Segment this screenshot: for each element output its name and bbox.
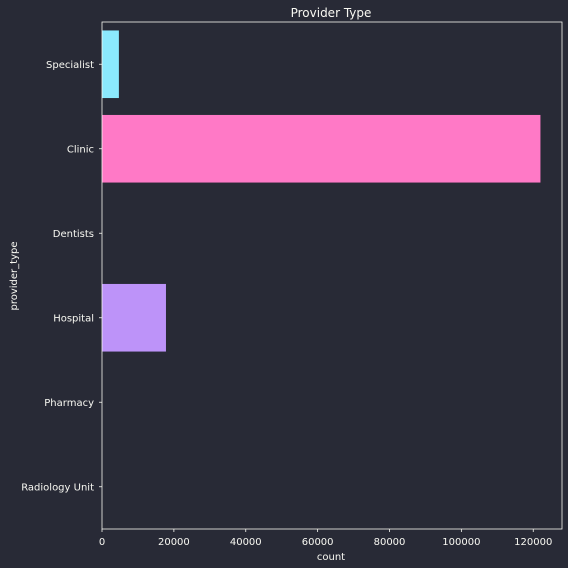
y-tick-label: Dentists <box>53 229 94 240</box>
bar-clinic <box>102 114 541 183</box>
x-axis-ticks: 0 20000 40000 60000 80000 100000 120000 <box>99 529 552 548</box>
x-tick-label: 0 <box>99 537 105 548</box>
y-tick-label: Hospital <box>53 313 94 324</box>
bar-specialist <box>102 30 119 99</box>
bar-hospital <box>102 283 166 352</box>
plot-frame <box>101 21 563 530</box>
y-tick-label: Radiology Unit <box>21 482 94 493</box>
x-tick-label: 20000 <box>158 537 190 548</box>
chart-title: Provider Type <box>291 6 372 20</box>
x-tick-label: 40000 <box>230 537 262 548</box>
y-tick-label: Clinic <box>67 144 94 155</box>
y-axis-ticks: Specialist Clinic Dentists Hospital Pharmacy… <box>21 60 102 493</box>
y-tick-label: Pharmacy <box>44 398 94 409</box>
x-axis-label: count <box>317 552 345 563</box>
y-tick-label: Specialist <box>46 60 94 71</box>
x-tick-label: 120000 <box>514 537 552 548</box>
y-axis-label: provider_type <box>9 241 20 310</box>
bars-group <box>102 30 541 352</box>
x-tick-label: 80000 <box>374 537 406 548</box>
x-tick-label: 60000 <box>302 537 334 548</box>
x-tick-label: 100000 <box>442 537 480 548</box>
